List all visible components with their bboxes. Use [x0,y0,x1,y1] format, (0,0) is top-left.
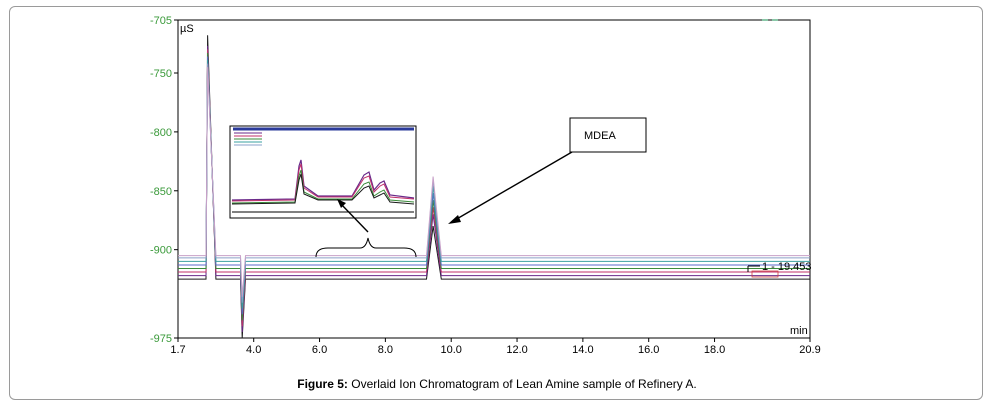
caption-label: Figure 5: [297,377,348,391]
x-tick-label: 16.0 [638,344,659,356]
inset-arrow [339,202,369,233]
x-tick-label: 12.0 [506,344,527,356]
peak-label-group: 1 - 19.453 [747,261,812,278]
mdea-box [569,117,647,153]
series-lines [178,35,810,339]
inset-panel [229,125,417,233]
y-axis-label: µS [180,23,194,35]
figure-caption: Figure 5: Overlaid Ion Chromatogram of L… [0,377,994,391]
x-tick-label: 10.0 [440,344,461,356]
y-tick-label: -900 [150,245,172,257]
y-tick-label: -750 [150,68,172,80]
x-tick-label: 8.0 [378,344,393,356]
mdea-label: MDEA [584,130,616,142]
region-bracket [315,237,417,258]
inset-legend-lines [234,132,262,146]
y-tick-label: -705 [150,15,172,27]
x-tick-label: 20.9 [799,344,820,356]
x-tick-label: 14.0 [572,344,593,356]
y-tick-label: -850 [150,186,172,198]
y-tick-label: -975 [150,333,172,345]
inset-traces [231,159,415,213]
y-tick-label: -800 [150,127,172,139]
peak-label: 1 - 19.453 [762,261,812,273]
inset-arrow-head [337,199,346,208]
inset-border [229,125,417,219]
x-tick-label: 18.0 [704,344,725,356]
caption-text: Overlaid Ion Chromatogram of Lean Amine … [347,377,697,391]
mdea-annotation: MDEA [448,117,647,224]
x-axis-label: min [790,325,808,337]
series-line [178,67,810,297]
mdea-arrow-head [448,215,461,224]
y-axis-ticks: -705 -750 -800 -850 -900 -975 [150,15,178,345]
x-tick-label: 1.7 [170,344,185,356]
x-axis-ticks: 1.7 4.0 6.0 8.0 10.0 12.0 14.0 16.0 18.0 20.9 [170,338,821,356]
x-tick-label: 4.0 [246,344,261,356]
mdea-arrow [454,151,573,221]
x-tick-label: 6.0 [312,344,327,356]
